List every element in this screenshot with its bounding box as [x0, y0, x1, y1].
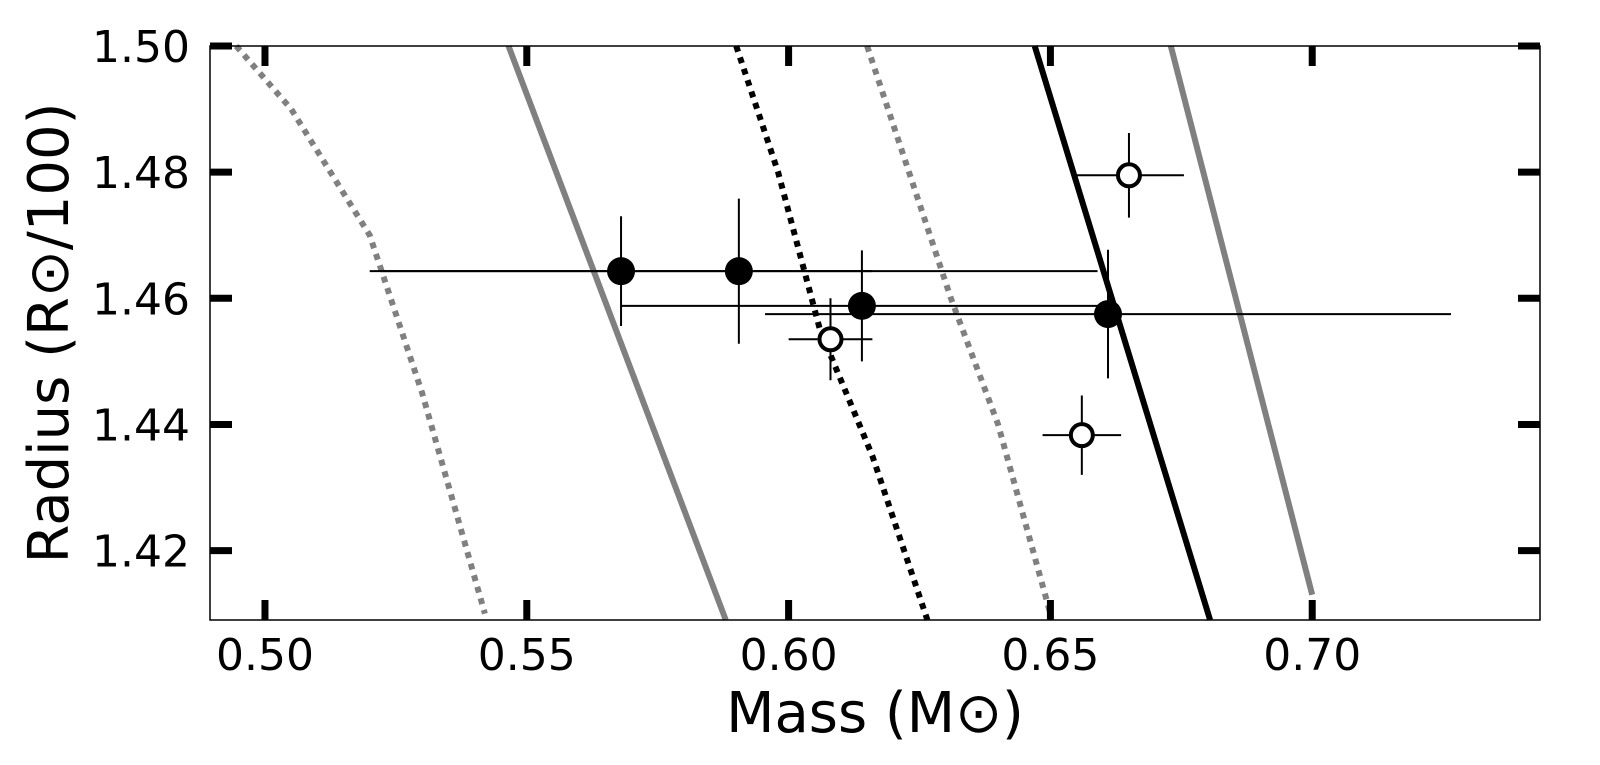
isochrone-curves — [233, 44, 1316, 622]
x-tick-label-0.55: 0.55 — [478, 630, 576, 681]
y-tick-label-1.42: 1.42 — [92, 527, 190, 578]
x-tick-label-0.50: 0.50 — [216, 630, 314, 681]
filled-point-3 — [847, 291, 876, 320]
isochrone-curve-3 — [733, 45, 931, 621]
x-tick-label-0.70: 0.70 — [1263, 630, 1361, 681]
open-point-5 — [817, 326, 844, 353]
open-point-7 — [1115, 162, 1142, 189]
y-tick-label-1.48: 1.48 — [92, 148, 190, 199]
y-axis-ticks: 1.42 1.44 1.46 1.48 1.50 — [92, 22, 1540, 578]
plot-frame — [209, 45, 1541, 621]
y-axis-label: Radius (R⊙/100) — [17, 103, 82, 564]
x-axis-ticks: 0.50 0.55 0.60 0.65 0.70 — [216, 46, 1361, 681]
isochrone-curve-4 — [864, 45, 1054, 615]
x-tick-label-0.65: 0.65 — [1001, 630, 1099, 681]
isochrone-curve-6 — [1167, 45, 1316, 596]
x-tick-label-0.60: 0.60 — [740, 630, 838, 681]
y-tick-label-1.44: 1.44 — [92, 400, 190, 451]
filled-point-4 — [1094, 300, 1123, 329]
isochrone-curve-1 — [233, 44, 488, 615]
isochrone-curve-2 — [505, 44, 729, 622]
filled-point-2 — [724, 257, 753, 286]
x-axis-label: Mass (M⊙) — [726, 681, 1024, 746]
y-tick-label-1.50: 1.50 — [92, 22, 190, 73]
isochrone-curve-5 — [1031, 45, 1213, 621]
y-tick-label-1.46: 1.46 — [92, 274, 190, 325]
data-points — [369, 133, 1451, 475]
open-point-6 — [1068, 422, 1095, 449]
